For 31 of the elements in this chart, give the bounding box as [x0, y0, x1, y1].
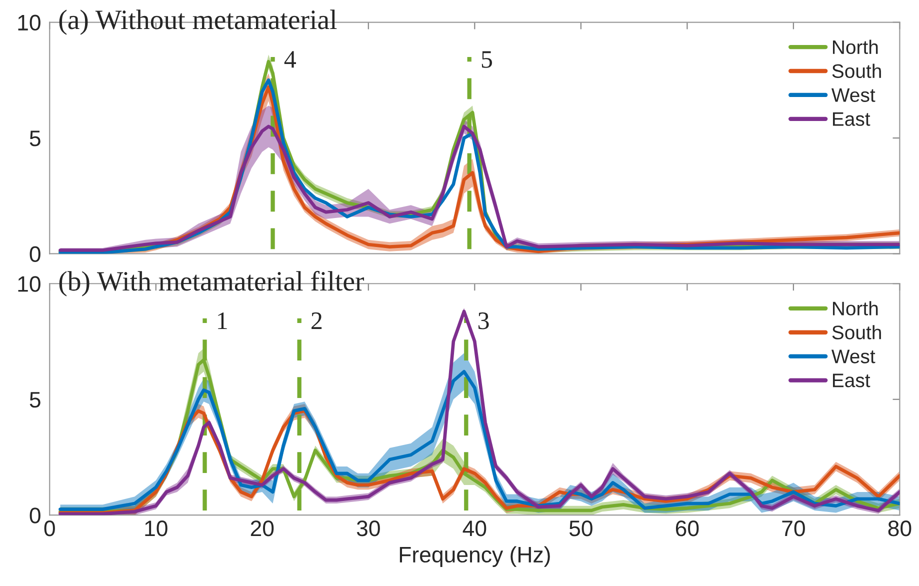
legend-label: South: [832, 325, 881, 340]
legend-label: West: [831, 350, 876, 364]
y-tick-label: 0: [30, 508, 40, 524]
legend-label: West: [831, 88, 876, 102]
annotation: 4: [284, 51, 296, 68]
y-tick-label: 0: [30, 246, 40, 262]
x-tick-label: 20: [250, 520, 274, 536]
y-tick-label: 5: [30, 392, 40, 408]
y-tick-label: 10: [18, 276, 40, 292]
annotation: 5: [482, 51, 492, 68]
x-tick-label: 80: [888, 520, 912, 536]
legend-label: North: [832, 40, 878, 54]
y-tick-label: 5: [30, 130, 40, 146]
annotation: 1: [218, 312, 227, 329]
x-tick-label: 40: [462, 520, 486, 536]
y-tick-label: 10: [18, 14, 40, 31]
legend-label: North: [832, 301, 878, 316]
annotation: 3: [478, 312, 489, 330]
chart-title: (a) Without metamaterial: [59, 10, 337, 35]
x-axis-title: Frequency (Hz): [400, 546, 550, 567]
annotation: 2: [312, 312, 322, 329]
legend-label: East: [832, 374, 870, 388]
legend-label: East: [832, 112, 870, 126]
x-tick-label: 70: [782, 520, 805, 536]
x-tick-label: 50: [569, 520, 592, 536]
x-tick-label: 60: [676, 520, 699, 536]
chart-title: (b) With metamaterial filter: [59, 270, 364, 296]
x-tick-label: 0: [44, 520, 55, 536]
legend-label: South: [832, 64, 881, 78]
x-tick-label: 10: [145, 520, 168, 536]
x-tick-label: 30: [356, 520, 380, 536]
